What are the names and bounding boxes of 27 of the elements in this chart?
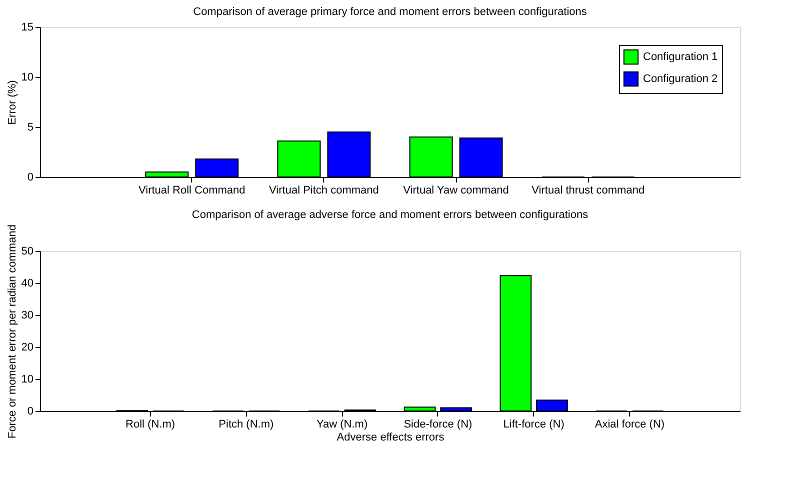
y-tick-label: 15: [21, 22, 34, 34]
x-tick-label: Lift-force (N): [503, 418, 564, 430]
x-tick-label: Pitch (N.m): [218, 418, 274, 430]
x-tick-label: Virtual Pitch command: [269, 184, 379, 196]
y-tick-label: 40: [21, 278, 34, 290]
y-axis-title: Error (%): [6, 80, 18, 125]
x-tick-label: Virtual thrust command: [532, 184, 645, 196]
chart-title: Comparison of average primary force and moment errors between configurations: [193, 6, 588, 18]
y-tick-label: 0: [27, 172, 34, 184]
legend-label: Configuration 1: [643, 51, 718, 63]
legend-label: Configuration 2: [643, 73, 718, 85]
y-tick-label: 5: [27, 122, 34, 134]
y-axis-title: Force or moment error per radian command: [6, 224, 18, 438]
x-tick-label: Virtual Roll Command: [138, 184, 246, 196]
chart-title: Comparison of average adverse force and moment errors between configurations: [192, 209, 589, 222]
x-tick-label: Side-force (N): [404, 418, 472, 430]
x-tick-label: Roll (N.m): [126, 418, 176, 430]
x-tick-label: Virtual Yaw command: [403, 184, 509, 196]
y-tick-label: 50: [21, 246, 34, 258]
y-tick-label: 10: [21, 374, 34, 386]
y-tick-label: 20: [21, 342, 34, 354]
x-tick-label: Yaw (N.m): [316, 418, 368, 430]
x-axis-title: Adverse effects errors: [336, 432, 445, 444]
y-tick-label: 30: [21, 310, 34, 322]
x-tick-label: Axial force (N): [594, 418, 665, 430]
y-tick-label: 10: [21, 72, 34, 84]
y-tick-label: 0: [27, 406, 34, 418]
